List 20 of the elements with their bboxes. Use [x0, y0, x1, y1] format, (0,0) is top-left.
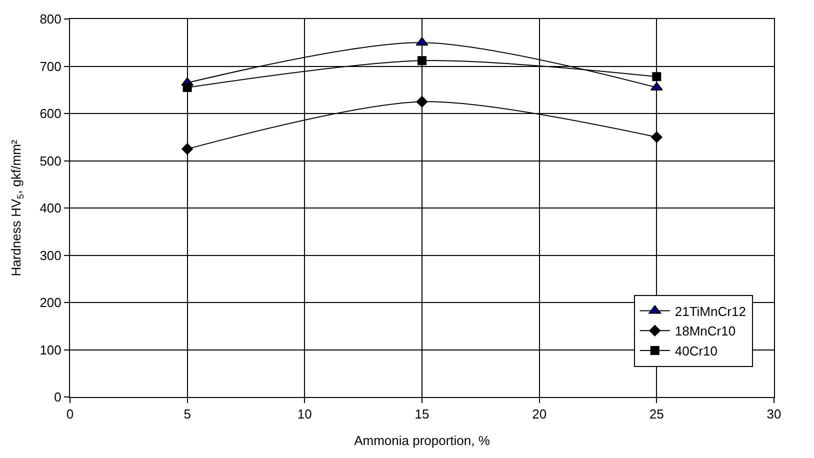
- x-tick-label: 30: [766, 406, 782, 422]
- x-tick-label: 0: [66, 406, 74, 422]
- legend-label: 40Cr10: [674, 344, 718, 359]
- y-tick-label: 0: [54, 390, 62, 405]
- legend-label: 21TiMnCr12: [674, 304, 746, 319]
- y-tick-label: 200: [40, 295, 62, 310]
- y-tick-label: 300: [40, 248, 62, 263]
- x-axis-title: Ammonia proportion, %: [354, 433, 490, 448]
- x-tick-label: 20: [532, 406, 547, 422]
- x-tick-label: 25: [649, 406, 664, 422]
- x-tick-label: 5: [184, 406, 191, 422]
- y-tick-label: 600: [40, 106, 62, 122]
- y-tick-label: 800: [40, 12, 62, 27]
- x-tick-label: 15: [414, 406, 430, 422]
- x-tick-label: 10: [297, 406, 312, 422]
- y-tick-label: 400: [40, 200, 62, 216]
- y-tick-label: 700: [40, 58, 62, 74]
- y-tick-label: 500: [40, 153, 62, 168]
- legend-label: 18MnCr10: [674, 324, 736, 339]
- y-tick-label: 100: [40, 342, 62, 358]
